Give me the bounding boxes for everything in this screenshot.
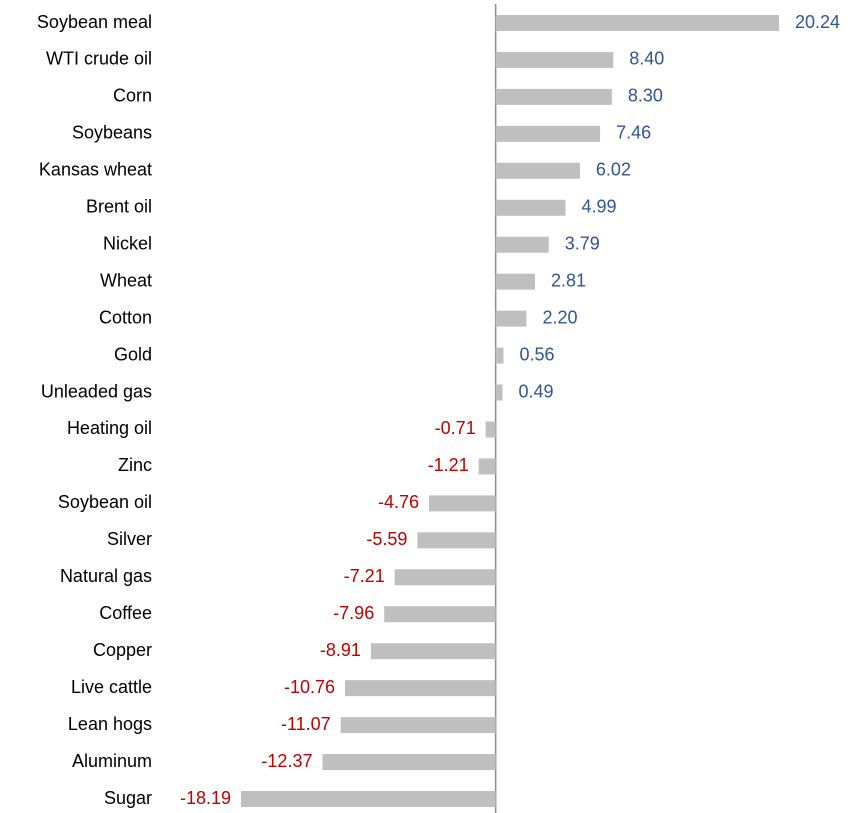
value-label: -7.96 xyxy=(333,603,374,623)
category-label: Soybean meal xyxy=(37,12,152,32)
value-label: 8.40 xyxy=(629,49,664,69)
value-label: 0.56 xyxy=(519,344,554,364)
value-label: 7.46 xyxy=(616,123,651,143)
category-label: Heating oil xyxy=(67,418,152,438)
bar xyxy=(495,51,614,68)
bar xyxy=(478,458,496,475)
bar xyxy=(495,347,504,364)
value-label: 20.24 xyxy=(795,12,840,32)
bar xyxy=(340,717,496,734)
value-label: 3.79 xyxy=(565,233,600,253)
bar xyxy=(485,421,496,438)
value-label: -0.71 xyxy=(435,418,476,438)
value-label: -18.19 xyxy=(180,788,231,808)
bar xyxy=(495,310,527,327)
value-label: -11.07 xyxy=(281,714,331,734)
category-label: Cotton xyxy=(99,307,152,327)
bar xyxy=(370,643,496,660)
bar xyxy=(241,791,496,807)
bar xyxy=(345,680,496,697)
value-label: -4.76 xyxy=(378,492,419,512)
value-label: 0.49 xyxy=(519,381,554,401)
category-label: Silver xyxy=(107,529,152,549)
bar xyxy=(495,15,779,31)
bar xyxy=(495,384,503,401)
category-label: Live cattle xyxy=(71,677,152,697)
category-label: Sugar xyxy=(104,788,152,808)
category-label: Coffee xyxy=(99,603,152,623)
bar xyxy=(384,606,496,623)
bar xyxy=(394,569,496,586)
value-label: 2.81 xyxy=(551,270,586,290)
category-label: Kansas wheat xyxy=(39,160,152,180)
bar xyxy=(495,162,580,179)
category-label: Natural gas xyxy=(60,566,152,586)
category-label: Wheat xyxy=(100,270,152,290)
category-label: Soybean oil xyxy=(58,492,152,512)
bar xyxy=(495,125,601,142)
category-label: Nickel xyxy=(103,233,152,253)
value-label: -8.91 xyxy=(320,640,361,660)
value-label: -10.76 xyxy=(284,677,335,697)
category-label: Brent oil xyxy=(86,197,152,217)
category-label: Corn xyxy=(113,86,152,106)
category-label: Zinc xyxy=(118,455,152,475)
bar xyxy=(495,273,535,290)
value-label: 8.30 xyxy=(628,86,663,106)
value-label: 4.99 xyxy=(582,197,617,217)
value-label: 6.02 xyxy=(596,160,631,180)
category-label: Gold xyxy=(114,344,152,364)
bar xyxy=(495,199,566,216)
bar xyxy=(417,532,496,549)
bar xyxy=(495,236,549,253)
bar xyxy=(322,754,496,771)
category-label: Aluminum xyxy=(72,751,152,771)
bar xyxy=(429,495,496,512)
value-label: -5.59 xyxy=(366,529,407,549)
value-label: 2.20 xyxy=(542,307,577,327)
category-label: Unleaded gas xyxy=(41,381,152,401)
category-label: Lean hogs xyxy=(68,714,152,734)
value-label: -1.21 xyxy=(428,455,469,475)
category-label: Soybeans xyxy=(72,123,152,143)
value-label: -12.37 xyxy=(261,751,312,771)
category-label: Copper xyxy=(93,640,152,660)
bar xyxy=(495,88,612,105)
value-label: -7.21 xyxy=(344,566,385,586)
category-label: WTI crude oil xyxy=(46,49,152,69)
